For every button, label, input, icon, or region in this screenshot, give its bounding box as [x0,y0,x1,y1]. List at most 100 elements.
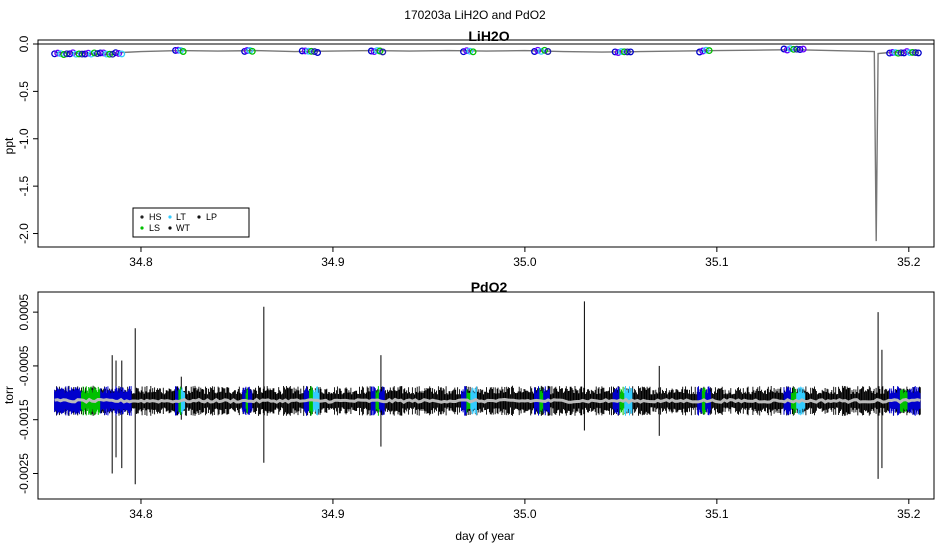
lih2o-marker [54,49,62,57]
lih2o-marker [248,47,256,55]
legend-marker-hs [140,215,144,219]
legend-marker-lt [168,215,172,219]
lih2o-marker-group [367,47,387,56]
y-tick-label: -2.0 [17,223,31,244]
legend-marker-wt [168,226,172,230]
lih2o-marker-group [241,47,256,55]
panel-lih2o-x-axis: 34.8 34.9 35.0 35.1 35.2 [129,247,921,269]
lih2o-marker [699,47,707,55]
lih2o-marker [379,48,387,56]
legend-entry-wt: WT [168,223,190,233]
legend-entry-lt: LT [168,212,186,222]
legend-label-lt: LT [176,212,186,222]
x-tick-label: 35.2 [897,255,921,269]
lih2o-marker-group [298,47,322,56]
legend-marker-lp [197,215,201,219]
lih2o-marker [179,48,187,55]
lih2o-marker [311,48,318,56]
y-tick-label: -1.5 [17,175,31,196]
lih2o-marker [793,45,801,53]
lih2o-marker [537,47,545,55]
panel-pdo2-y-axis: 0.0005 -0.0005 -0.0015 -0.0025 [17,293,38,494]
y-tick-label: -0.0005 [17,345,31,386]
x-tick-label: 35.1 [705,507,729,521]
legend-label-lp: LP [206,212,217,222]
legend-label-hs: HS [149,212,162,222]
panel-pdo2-frame [37,291,935,500]
x-tick-label: 35.0 [513,507,537,521]
x-tick-label: 35.0 [513,255,537,269]
lih2o-marker [783,46,791,54]
panel-pdo2-xlabel: day of year [455,529,514,543]
lih2o-marker [118,50,126,58]
lih2o-marker [627,48,634,56]
lih2o-marker [702,46,710,54]
x-tick-label: 34.8 [129,255,153,269]
panel-lih2o-ylabel: ppt [2,137,16,154]
lih2o-trace [54,48,919,242]
lih2o-marker [469,48,477,56]
y-tick-label: 0.0 [17,35,31,52]
panel-pdo2-ylabel: torr [2,386,16,404]
lih2o-marker-group [780,45,807,54]
lih2o-marker [460,48,467,56]
x-tick-label: 35.1 [705,255,729,269]
legend-entry-hs: HS [140,212,162,222]
lih2o-marker [115,49,123,57]
panel-lih2o-y-axis: 0.0 -0.5 -1.0 -1.5 -2.0 [17,35,38,244]
panel-lih2o-plot-area [38,43,934,242]
y-tick-label: -0.0025 [17,453,31,494]
lih2o-marker [790,45,798,53]
x-tick-label: 34.8 [129,507,153,521]
lih2o-marker [106,50,114,58]
lih2o-marker [705,47,713,55]
panel-pdo2: PdO2 torr day of year 0.0005 -0.0005 -0.00… [2,279,935,543]
lih2o-marker [307,47,315,55]
figure-suptitle: 170203a LiH2O and PdO2 [404,8,546,22]
lih2o-marker [531,48,538,55]
lih2o-marker [623,48,631,56]
lih2o-marker [912,49,919,57]
lih2o-marker [696,48,704,56]
pdo2-running-mean [54,397,921,405]
x-tick-label: 34.9 [321,255,345,269]
panel-lih2o-title: LiH2O [468,28,509,44]
panel-pdo2-plot-area [54,301,921,485]
x-tick-label: 34.9 [321,507,345,521]
lih2o-marker [96,49,104,57]
lih2o-marker [544,48,552,55]
y-tick-label: -0.5 [17,81,31,102]
lih2o-marker-group [696,46,713,56]
legend-label-wt: WT [176,223,190,233]
legend-entry-ls: LS [140,223,160,233]
legend-entry-lp: LP [197,212,217,222]
lih2o-marker [534,46,542,54]
lih2o-marker [796,46,804,53]
legend-label-ls: LS [149,223,160,233]
lih2o-marker-group [886,48,922,57]
legend-box [132,207,250,238]
panel-lih2o: LiH2O ppt 0.0 -0.5 -1.0 -1.5 -2.0 34.8 34.9 35… [2,28,935,269]
y-tick-label: -0.0015 [17,399,31,440]
panel-pdo2-x-axis: 34.8 34.9 35.0 35.1 35.2 [129,499,921,521]
y-tick-label: 0.0005 [17,293,31,330]
panel-lih2o-legend: HS LT LP LS WT [132,207,250,238]
lih2o-marker-group [460,47,477,56]
panel-lih2o-frame [37,39,935,248]
lih2o-marker [112,49,120,57]
x-tick-label: 35.2 [897,507,921,521]
lih2o-marker [466,47,474,55]
lih2o-marker-group [531,46,552,55]
lih2o-marker [780,45,788,53]
lih2o-marker [541,46,549,54]
y-tick-label: -1.0 [17,128,31,149]
lih2o-marker [786,45,794,53]
panel-pdo2-title: PdO2 [471,279,508,295]
lih2o-marker-group [611,48,634,56]
lih2o-marker [799,45,807,53]
lih2o-marker [463,47,471,55]
lih2o-marker [314,49,322,56]
legend-marker-ls [140,226,144,230]
lih2o-marker [914,49,922,57]
